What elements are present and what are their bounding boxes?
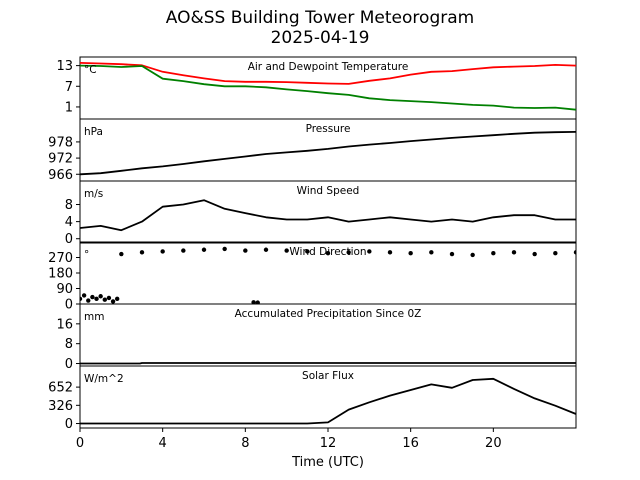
unit-label: mm <box>84 311 104 323</box>
x-tick-label: 12 <box>320 436 337 451</box>
series-line-0 <box>80 199 576 232</box>
data-point <box>408 250 413 256</box>
figure-date: 2025-04-19 <box>270 28 370 48</box>
y-tick-label: 8 <box>65 337 73 352</box>
data-point <box>429 250 434 255</box>
data-point <box>90 294 95 300</box>
x-axis-label: Time (UTC) <box>291 455 364 470</box>
y-tick-label: 0 <box>65 298 73 313</box>
y-tick-label: 978 <box>48 135 73 150</box>
data-point <box>222 246 227 252</box>
data-point <box>470 252 475 258</box>
y-tick-label: 270 <box>48 251 73 266</box>
y-tick-label: 13 <box>56 59 73 74</box>
panel-title: Accumulated Precipitation Since 0Z <box>235 308 422 320</box>
unit-label: W/m^2 <box>84 373 124 385</box>
y-tick-label: 0 <box>65 357 73 372</box>
panel-title: Wind Speed <box>297 185 360 197</box>
unit-label: ° <box>84 249 89 261</box>
panel-title: Air and Dewpoint Temperature <box>248 61 409 73</box>
unit-label: hPa <box>84 126 103 138</box>
panel-0: 1 7 13 Air and Dewpoint Temperature °C <box>56 56 577 120</box>
panel-frame <box>79 180 577 244</box>
y-tick-label: 0 <box>65 417 73 432</box>
data-point <box>139 250 145 255</box>
y-tick-label: 1 <box>65 100 73 115</box>
panel-title: Pressure <box>306 123 351 135</box>
data-point <box>305 249 310 254</box>
x-tick-label: 0 <box>76 436 84 451</box>
data-point <box>80 296 83 302</box>
series-line-0 <box>80 377 576 425</box>
data-point <box>449 251 455 257</box>
y-tick-label: 326 <box>48 399 73 414</box>
data-area <box>80 246 576 304</box>
data-area <box>80 131 576 176</box>
data-point <box>346 250 351 255</box>
series-line-1 <box>80 64 576 111</box>
data-point <box>115 296 120 302</box>
data-area <box>80 362 576 365</box>
y-tick-label: 16 <box>56 317 73 332</box>
y-tick-label: 8 <box>65 198 73 213</box>
panel-title: Wind Direction <box>289 246 366 258</box>
x-tick-label: 16 <box>402 436 419 451</box>
data-point <box>201 247 207 252</box>
data-point <box>284 248 289 253</box>
data-point <box>367 249 372 254</box>
unit-label: m/s <box>84 188 103 200</box>
y-tick-label: 966 <box>48 168 73 183</box>
data-point <box>119 251 124 257</box>
y-tick-label: 180 <box>48 267 73 282</box>
series-line-0 <box>80 362 576 365</box>
data-point <box>387 250 393 255</box>
data-point <box>94 296 99 302</box>
y-tick-label: 90 <box>56 282 73 297</box>
data-point <box>243 248 248 253</box>
data-area <box>80 377 576 425</box>
data-point <box>110 299 116 304</box>
data-point <box>325 250 331 256</box>
panel-4: 0 8 16 Accumulated Precipitation Since 0Z mm <box>56 303 577 372</box>
data-point <box>81 293 87 298</box>
data-point <box>553 250 558 256</box>
unit-label: °C <box>84 64 97 76</box>
data-point <box>251 300 256 304</box>
panel-2: 0 4 8 Wind Speed m/s <box>65 180 577 247</box>
data-point <box>511 250 517 255</box>
x-tick-label: 8 <box>241 436 249 451</box>
data-point <box>106 295 112 301</box>
series-line-0 <box>80 131 576 176</box>
data-point <box>86 298 91 303</box>
y-tick-label: 4 <box>65 215 73 230</box>
x-tick-label: 20 <box>485 436 502 451</box>
figure-title: AO&SS Building Tower Meteorogram <box>165 8 475 28</box>
data-point <box>98 294 103 299</box>
panel-title: Solar Flux <box>302 370 354 382</box>
data-point <box>255 300 260 304</box>
panel-5: 0 326 652 Solar Flux W/m^2 <box>48 365 577 432</box>
data-point <box>102 297 108 302</box>
data-area <box>80 199 576 232</box>
data-point <box>573 250 576 255</box>
data-point <box>532 251 537 257</box>
data-area <box>80 62 576 111</box>
y-tick-label: 972 <box>48 152 73 167</box>
data-point <box>160 249 165 254</box>
x-tick-label: 4 <box>159 436 167 451</box>
y-tick-label: 652 <box>48 381 73 396</box>
data-point <box>491 250 496 256</box>
series-line-0 <box>80 62 576 85</box>
data-point <box>181 248 186 253</box>
y-tick-label: 7 <box>65 80 73 95</box>
y-tick-label: 0 <box>65 232 73 247</box>
data-point <box>263 247 269 252</box>
